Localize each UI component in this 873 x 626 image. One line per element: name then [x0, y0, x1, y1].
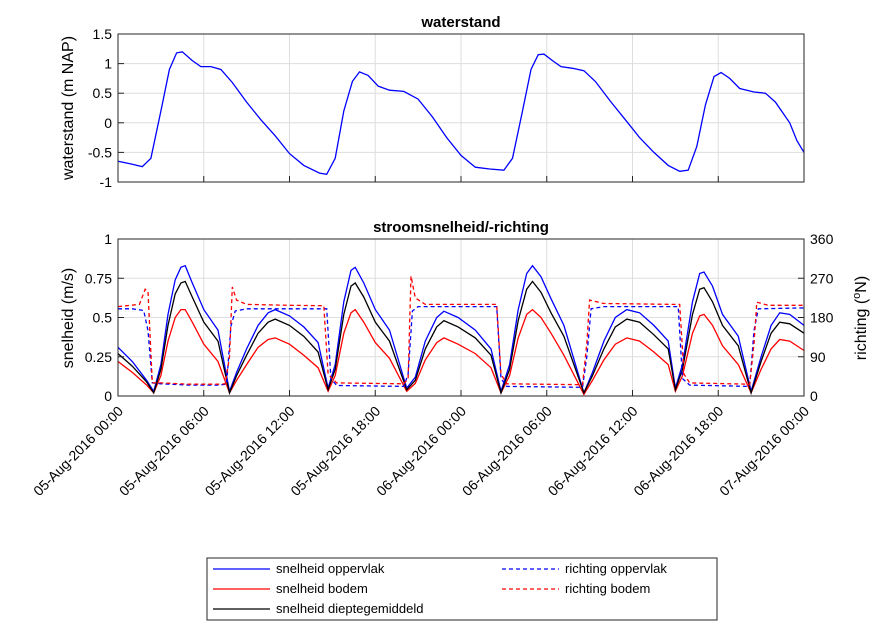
stroomsnelheid-title: stroomsnelheid/-richting: [373, 219, 549, 236]
richting-label-end: N): [853, 276, 870, 293]
snelheid-ytick-label-2: 0.5: [93, 310, 113, 326]
series-richting-oppervlak-line: [118, 305, 805, 388]
legend-label-snelheid-oppervlak: snelheid oppervlak: [276, 561, 385, 576]
richting-ytick-label-4: 360: [810, 231, 834, 247]
waterstand-ticks: -1 -0.5 0 0.5 1 1.5: [88, 26, 805, 190]
waterstand-title: waterstand: [420, 14, 500, 31]
richting-label-base: richting (: [853, 298, 870, 360]
snelheid-ytick-label-0: 0: [104, 388, 112, 404]
waterstand-ylabel: waterstand (m NAP): [60, 36, 77, 181]
richting-ytick-label-0: 0: [810, 388, 818, 404]
series-snelheid-oppervlak-line: [117, 264, 805, 395]
legend-box: [206, 557, 718, 621]
snelheid-ytick-label-1: 0.25: [85, 349, 112, 365]
waterstand-ytick-label-4: 1: [104, 56, 112, 72]
snelheid-ytick-label-4: 1: [104, 231, 112, 247]
legend: snelheid oppervlak richting oppervlak sn…: [206, 557, 718, 621]
waterstand-ytick-label-0: -1: [100, 174, 113, 190]
richting-ytick-label-2: 180: [810, 310, 834, 326]
waterstand-series: [117, 51, 805, 176]
waterstand-ytick-label-2: 0: [104, 115, 112, 131]
snelheid-ytick-label-3: 0.75: [85, 270, 112, 286]
waterstand-ytick-label-1: -0.5: [88, 144, 112, 160]
stroomsnelheid-ylabel-left: snelheid (m/s): [60, 268, 77, 368]
series-snelheid-bodem-line: [117, 308, 805, 396]
waterstand-ytick-label-5: 1.5: [93, 26, 113, 42]
richting-ytick-label-1: 90: [810, 349, 826, 365]
waterstand-chart: -1 -0.5 0 0.5 1 1.5 waterstand waterstand (m …: [60, 14, 805, 190]
legend-label-richting-bodem: richting bodem: [565, 581, 650, 596]
richting-ytick-label-3: 270: [810, 270, 834, 286]
legend-label-snelheid-dieptegemiddeld: snelheid dieptegemiddeld: [276, 601, 423, 616]
series-waterstand-line: [117, 51, 805, 176]
legend-label-snelheid-bodem: snelheid bodem: [276, 581, 368, 596]
stroomsnelheid-series: [117, 264, 805, 396]
stroomsnelheid-ylabel-right: richting (oN): [851, 276, 870, 360]
waterstand-ytick-label-3: 0.5: [93, 85, 113, 101]
richting-label-degree: o: [851, 293, 863, 299]
series-snelheid-dieptegemiddeld-line: [117, 280, 805, 396]
legend-label-richting-oppervlak: richting oppervlak: [565, 561, 667, 576]
